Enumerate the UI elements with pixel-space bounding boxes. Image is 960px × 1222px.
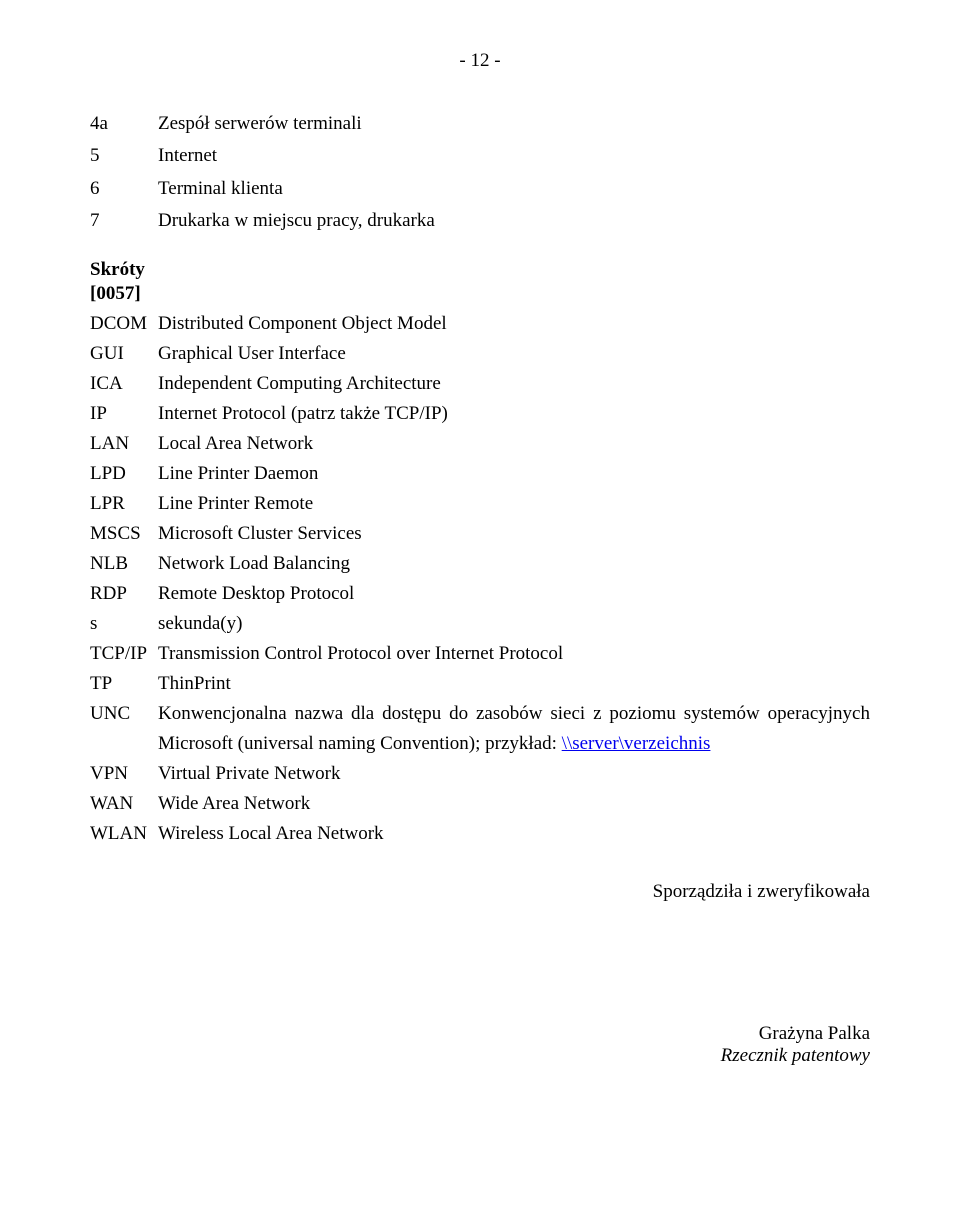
abbr-item: ICA Independent Computing Architecture — [90, 369, 870, 399]
abbr-item: GUI Graphical User Interface — [90, 339, 870, 369]
abbr-value: Wireless Local Area Network — [158, 819, 870, 849]
unc-example-link[interactable]: \\server\verzeichnis — [562, 733, 711, 754]
abbr-value: Local Area Network — [158, 429, 870, 459]
abbr-key: IP — [90, 399, 158, 429]
abbr-key: MSCS — [90, 519, 158, 549]
list-text: Internet — [158, 140, 870, 172]
abbr-value: Graphical User Interface — [158, 339, 870, 369]
abbr-value: Distributed Component Object Model — [158, 309, 870, 339]
list-text: Zespół serwerów terminali — [158, 108, 870, 140]
abbr-key: LAN — [90, 429, 158, 459]
abbr-key: WLAN — [90, 819, 158, 849]
abbr-item: WLAN Wireless Local Area Network — [90, 819, 870, 849]
abbr-value: Independent Computing Architecture — [158, 369, 870, 399]
abbr-value: Internet Protocol (patrz także TCP/IP) — [158, 399, 870, 429]
abbr-item: DCOM Distributed Component Object Model — [90, 309, 870, 339]
abbr-key: RDP — [90, 579, 158, 609]
section-heading: Skróty — [90, 259, 870, 281]
abbr-key: UNC — [90, 699, 158, 729]
abbr-value: Network Load Balancing — [158, 549, 870, 579]
abbr-key: NLB — [90, 549, 158, 579]
signatory-title: Rzecznik patentowy — [90, 1045, 870, 1067]
unc-description: Konwencjonalna nazwa dla dostępu do zaso… — [158, 703, 870, 754]
list-text: Terminal klienta — [158, 173, 870, 205]
abbr-value: Transmission Control Protocol over Inter… — [158, 639, 870, 669]
abbr-item: LPR Line Printer Remote — [90, 489, 870, 519]
abbr-item: VPN Virtual Private Network — [90, 759, 870, 789]
abbr-key: WAN — [90, 789, 158, 819]
abbr-key: DCOM — [90, 309, 158, 339]
abbr-key: TCP/IP — [90, 639, 158, 669]
abbr-item: LPD Line Printer Daemon — [90, 459, 870, 489]
list-item: 4a Zespół serwerów terminali — [90, 108, 870, 140]
abbr-value: Line Printer Remote — [158, 489, 870, 519]
numbered-list: 4a Zespół serwerów terminali 5 Internet … — [90, 108, 870, 237]
abbr-item: NLB Network Load Balancing — [90, 549, 870, 579]
abbr-key: GUI — [90, 339, 158, 369]
abbr-value: Line Printer Daemon — [158, 459, 870, 489]
list-item: 6 Terminal klienta — [90, 173, 870, 205]
page-number: - 12 - — [90, 50, 870, 72]
abbr-item: s sekunda(y) — [90, 609, 870, 639]
page: - 12 - 4a Zespół serwerów terminali 5 In… — [0, 0, 960, 1222]
paragraph-reference: [0057] — [90, 283, 870, 305]
list-item: 7 Drukarka w miejscu pracy, drukarka — [90, 205, 870, 237]
signoff-line: Sporządziła i zweryfikowała — [90, 881, 870, 903]
abbr-value: Konwencjonalna nazwa dla dostępu do zaso… — [158, 699, 870, 759]
abbr-key: ICA — [90, 369, 158, 399]
abbr-item: RDP Remote Desktop Protocol — [90, 579, 870, 609]
abbr-key: s — [90, 609, 158, 639]
list-item: 5 Internet — [90, 140, 870, 172]
abbr-value: Microsoft Cluster Services — [158, 519, 870, 549]
list-number: 7 — [90, 205, 158, 237]
signatory-name: Grażyna Palka — [90, 1023, 870, 1045]
abbr-key: TP — [90, 669, 158, 699]
abbr-value: sekunda(y) — [158, 609, 870, 639]
abbr-value: ThinPrint — [158, 669, 870, 699]
abbr-item: TCP/IP Transmission Control Protocol ove… — [90, 639, 870, 669]
list-text: Drukarka w miejscu pracy, drukarka — [158, 205, 870, 237]
abbr-item: LAN Local Area Network — [90, 429, 870, 459]
list-number: 4a — [90, 108, 158, 140]
footer-signature: Grażyna Palka Rzecznik patentowy — [90, 1023, 870, 1067]
abbr-key: VPN — [90, 759, 158, 789]
abbr-item: MSCS Microsoft Cluster Services — [90, 519, 870, 549]
abbreviations-list: DCOM Distributed Component Object Model … — [90, 309, 870, 849]
list-number: 6 — [90, 173, 158, 205]
abbr-key: LPD — [90, 459, 158, 489]
abbr-key: LPR — [90, 489, 158, 519]
abbr-item-unc: UNC Konwencjonalna nazwa dla dostępu do … — [90, 699, 870, 759]
abbr-item: WAN Wide Area Network — [90, 789, 870, 819]
abbr-item: IP Internet Protocol (patrz także TCP/IP… — [90, 399, 870, 429]
abbr-value: Wide Area Network — [158, 789, 870, 819]
abbr-value: Virtual Private Network — [158, 759, 870, 789]
abbr-item: TP ThinPrint — [90, 669, 870, 699]
list-number: 5 — [90, 140, 158, 172]
abbr-value: Remote Desktop Protocol — [158, 579, 870, 609]
